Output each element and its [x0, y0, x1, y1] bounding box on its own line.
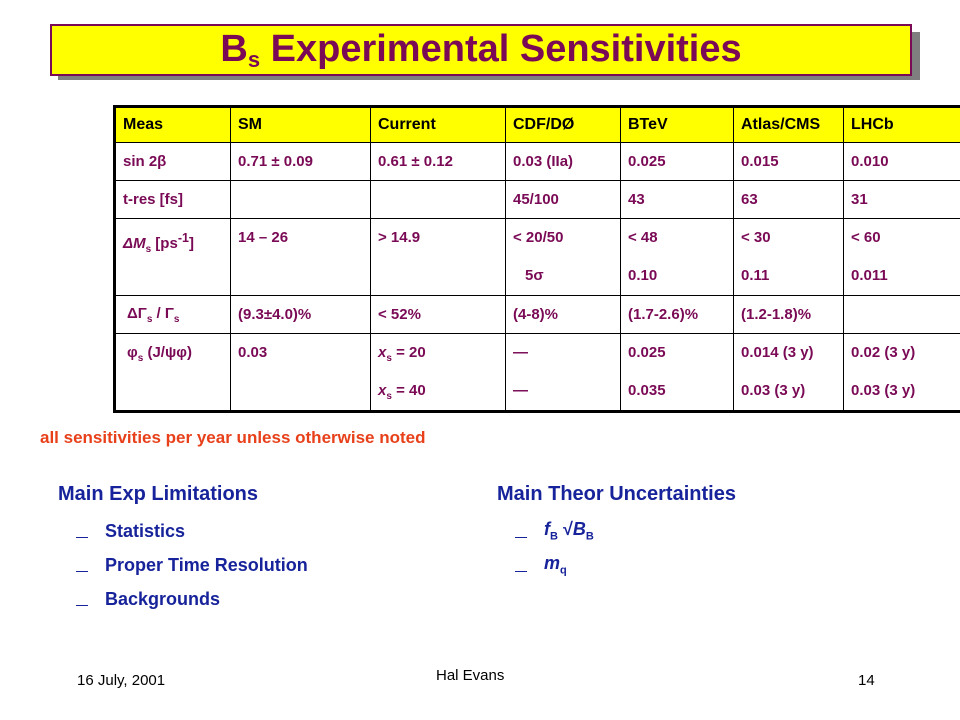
exp-limitations-list: Statistics Proper Time Resolution Backgr…	[58, 514, 308, 616]
theor-uncertainties: Main Theor Uncertainties fB √BB mq	[497, 483, 736, 582]
cell-atlas: (1.2-1.8)%	[733, 295, 844, 334]
cell-sm: 0.71 ± 0.09	[230, 142, 371, 181]
cell-meas: t-res [fs]	[114, 180, 231, 219]
dash-bullet-icon	[76, 536, 88, 538]
cell-sm: (9.3±4.0)%	[230, 295, 371, 334]
cell-meas: ΔMs [ps-1]	[114, 218, 231, 296]
table-row: ΔΓs / Γs (9.3±4.0)% < 52% (4-8)% (1.7-2.…	[114, 295, 960, 334]
cell-atlas: 0.015	[733, 142, 844, 181]
dash-bullet-icon	[76, 604, 88, 606]
list-item: mq	[497, 548, 736, 582]
dash-bullet-icon	[515, 570, 527, 572]
sensitivity-table: Meas SM Current CDF/DØ BTeV Atlas/CMS LH…	[113, 105, 960, 413]
exp-limitations: Main Exp Limitations Statistics Proper T…	[58, 483, 308, 616]
cell-lhcb: 31	[843, 180, 960, 219]
list-item: Statistics	[58, 514, 308, 548]
header-cell: Atlas/CMS	[733, 106, 844, 143]
table-row: ΔMs [ps-1] 14 – 26 > 14.9 < 20/50 5σ < 48…	[114, 218, 960, 296]
cell-btev: (1.7-2.6)%	[620, 295, 734, 334]
cell-lhcb: 0.02 (3 y) 0.03 (3 y)	[843, 333, 960, 412]
dash-bullet-icon	[515, 536, 527, 538]
cell-current: < 52%	[370, 295, 506, 334]
per-year-note: all sensitivities per year unless otherw…	[40, 428, 426, 447]
header-cell: CDF/DØ	[505, 106, 621, 143]
table-row: sin 2β 0.71 ± 0.09 0.61 ± 0.12 0.03 (IIa…	[114, 142, 960, 181]
cell-cdf: < 20/50 5σ	[505, 218, 621, 296]
cell-btev: 0.025 0.035	[620, 333, 734, 412]
header-cell: Current	[370, 106, 506, 143]
cell-sm: 14 – 26	[230, 218, 371, 296]
cell-atlas: 0.014 (3 y) 0.03 (3 y)	[733, 333, 844, 412]
list-item: Proper Time Resolution	[58, 548, 308, 582]
page-number: 14	[858, 672, 875, 689]
cell-lhcb	[843, 295, 960, 334]
table-row: φs (J/ψφ) 0.03 xs = 20 xs = 40 — — 0.025 0…	[114, 333, 960, 412]
cell-cdf: 45/100	[505, 180, 621, 219]
theor-uncertainties-heading: Main Theor Uncertainties	[497, 483, 736, 505]
cell-btev: 43	[620, 180, 734, 219]
cell-meas: ΔΓs / Γs	[114, 295, 231, 334]
list-item: fB √BB	[497, 514, 736, 548]
cell-meas: φs (J/ψφ)	[114, 333, 231, 412]
cell-btev: 0.025	[620, 142, 734, 181]
theor-uncertainties-list: fB √BB mq	[497, 514, 736, 582]
footer-date: 16 July, 2001	[77, 672, 166, 689]
cell-lhcb: < 60 0.011	[843, 218, 960, 296]
cell-btev: < 48 0.10	[620, 218, 734, 296]
cell-sm	[230, 180, 371, 219]
cell-current: > 14.9	[370, 218, 506, 296]
cell-atlas: < 30 0.11	[733, 218, 844, 296]
cell-cdf: 0.03 (IIa)	[505, 142, 621, 181]
dash-bullet-icon	[76, 570, 88, 572]
title-banner: Bs Experimental Sensitivities	[50, 24, 912, 76]
cell-atlas: 63	[733, 180, 844, 219]
cell-current: 0.61 ± 0.12	[370, 142, 506, 181]
table-header-row: Meas SM Current CDF/DØ BTeV Atlas/CMS LH…	[114, 106, 960, 143]
cell-sm: 0.03	[230, 333, 371, 412]
header-cell: BTeV	[620, 106, 734, 143]
list-item: Backgrounds	[58, 582, 308, 616]
table-row: t-res [fs] 45/100 43 63 31	[114, 180, 960, 219]
cell-current: xs = 20 xs = 40	[370, 333, 506, 412]
header-cell: Meas	[114, 106, 231, 143]
cell-cdf: — —	[505, 333, 621, 412]
cell-meas: sin 2β	[114, 142, 231, 181]
cell-cdf: (4-8)%	[505, 295, 621, 334]
cell-current	[370, 180, 506, 219]
footer-author: Hal Evans	[436, 667, 505, 684]
exp-limitations-heading: Main Exp Limitations	[58, 483, 259, 505]
cell-lhcb: 0.010	[843, 142, 960, 181]
header-cell: LHCb	[843, 106, 960, 143]
header-cell: SM	[230, 106, 371, 143]
slide-title: Bs Experimental Sensitivities	[220, 27, 742, 72]
